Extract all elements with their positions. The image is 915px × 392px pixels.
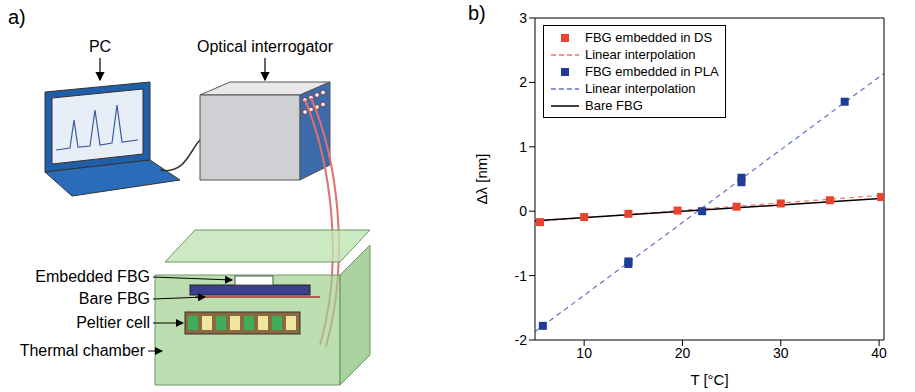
html-text:b): b): [468, 2, 486, 24]
svg-text:a): a): [8, 6, 26, 28]
html-text:Linear interpolation: Linear interpolation: [585, 47, 696, 62]
svg-text:Bare FBG: Bare FBG: [79, 290, 150, 307]
svg-text:Optical interrogator: Optical interrogator: [197, 38, 334, 55]
svg-text:2: 2: [519, 74, 527, 90]
svg-text:Embedded FBG: Embedded FBG: [35, 268, 150, 285]
svg-text:-1: -1: [515, 268, 528, 284]
svg-text:40: 40: [871, 345, 887, 361]
html-text:Bare FBG: Bare FBG: [585, 98, 643, 113]
svg-text:Peltier cell: Peltier cell: [76, 314, 150, 331]
html-text:FBG embedded in PLA: FBG embedded in PLA: [585, 64, 719, 79]
svg-text:T [°C]: T [°C]: [690, 371, 728, 388]
html-text:FBG embedded in DS: FBG embedded in DS: [585, 30, 713, 45]
svg-text:0: 0: [519, 203, 527, 219]
svg-text:Δλ [nm]: Δλ [nm]: [473, 154, 490, 205]
svg-text:1: 1: [519, 139, 527, 155]
svg-text:3: 3: [519, 10, 527, 26]
html-text:Linear interpolation: Linear interpolation: [585, 81, 696, 96]
svg-text:30: 30: [773, 345, 789, 361]
svg-text:PC: PC: [89, 38, 111, 55]
svg-text:Thermal chamber: Thermal chamber: [20, 342, 146, 359]
svg-text:20: 20: [675, 345, 691, 361]
svg-text:10: 10: [576, 345, 592, 361]
svg-text:-2: -2: [515, 332, 528, 348]
